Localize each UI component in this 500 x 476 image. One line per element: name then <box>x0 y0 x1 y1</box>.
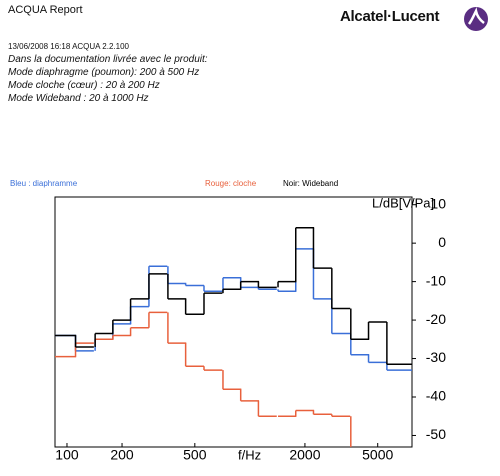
note-line: Mode cloche (cœur) : 20 à 200 Hz <box>8 80 160 91</box>
x-tick-label: 5000 <box>362 447 393 463</box>
legend-label: Bleu : diaphramme <box>10 179 78 188</box>
note-line: Mode diaphragme (poumon): 200 à 500 Hz <box>8 67 200 78</box>
report-title: ACQUA Report <box>8 4 83 16</box>
x-tick-label: 500 <box>183 447 207 463</box>
legend-label: Noir: Wideband <box>283 179 338 188</box>
legend-label: Rouge: cloche <box>205 179 257 188</box>
y-tick-label: -10 <box>426 272 446 288</box>
y-tick-label: 10 <box>430 195 446 211</box>
note-line: Mode Wideband : 20 à 1000 Hz <box>8 93 149 104</box>
report-meta: 13/06/2008 16:18 ACQUA 2.2.100 <box>8 42 129 51</box>
y-tick-label: 0 <box>438 234 446 250</box>
x-tick-label: 100 <box>55 447 79 463</box>
y-tick-label: -20 <box>426 311 446 327</box>
x-tick-label: 200 <box>110 447 134 463</box>
y-axis-label: L/dB[V/Pa] <box>372 195 434 210</box>
x-axis-label: f/Hz <box>238 447 261 462</box>
y-tick-label: -30 <box>426 349 446 365</box>
brand-logo <box>464 7 488 31</box>
note-line: Dans la documentation livrée avec le pro… <box>8 54 208 65</box>
y-tick-label: -40 <box>426 388 446 404</box>
x-tick-label: 2000 <box>289 447 320 463</box>
y-tick-label: -50 <box>426 426 446 442</box>
plot-frame <box>54 196 413 448</box>
brand-name: Alcatel·Lucent <box>340 8 440 25</box>
